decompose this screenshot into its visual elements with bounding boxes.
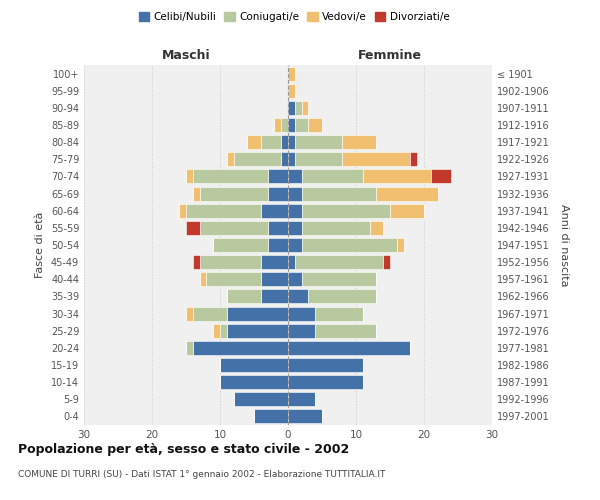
Bar	[274, 118, 281, 132]
Bar	[288, 101, 295, 115]
Text: Femmine: Femmine	[358, 48, 422, 62]
Bar	[206, 272, 261, 286]
Bar	[233, 152, 281, 166]
Bar	[315, 306, 363, 320]
Bar	[200, 255, 261, 269]
Bar	[302, 170, 363, 183]
Bar	[268, 221, 288, 235]
Bar	[288, 221, 302, 235]
Bar	[281, 135, 288, 149]
Bar	[302, 204, 390, 218]
Bar	[288, 341, 410, 355]
Bar	[288, 152, 295, 166]
Bar	[220, 324, 227, 338]
Bar	[288, 118, 295, 132]
Bar	[200, 186, 268, 200]
Bar	[261, 255, 288, 269]
Bar	[295, 118, 308, 132]
Bar	[179, 204, 186, 218]
Bar	[247, 135, 261, 149]
Bar	[268, 170, 288, 183]
Y-axis label: Anni di nascita: Anni di nascita	[559, 204, 569, 286]
Bar	[281, 152, 288, 166]
Bar	[220, 375, 288, 389]
Bar	[186, 221, 200, 235]
Bar	[200, 221, 268, 235]
Bar	[288, 255, 295, 269]
Y-axis label: Fasce di età: Fasce di età	[35, 212, 45, 278]
Bar	[302, 238, 397, 252]
Bar	[390, 204, 424, 218]
Bar	[383, 255, 390, 269]
Bar	[288, 375, 363, 389]
Bar	[268, 186, 288, 200]
Bar	[288, 358, 363, 372]
Bar	[227, 152, 233, 166]
Text: Popolazione per età, sesso e stato civile - 2002: Popolazione per età, sesso e stato civil…	[18, 442, 349, 456]
Bar	[302, 272, 376, 286]
Bar	[220, 358, 288, 372]
Bar	[288, 204, 302, 218]
Bar	[193, 186, 200, 200]
Bar	[193, 170, 268, 183]
Bar	[261, 290, 288, 304]
Bar	[200, 272, 206, 286]
Bar	[288, 272, 302, 286]
Bar	[227, 324, 288, 338]
Bar	[363, 170, 431, 183]
Bar	[213, 324, 220, 338]
Bar	[397, 238, 404, 252]
Bar	[254, 410, 288, 424]
Bar	[288, 324, 315, 338]
Bar	[308, 118, 322, 132]
Bar	[288, 290, 308, 304]
Bar	[288, 84, 295, 98]
Bar	[193, 255, 200, 269]
Bar	[343, 135, 376, 149]
Bar	[288, 186, 302, 200]
Bar	[288, 392, 315, 406]
Bar	[315, 324, 376, 338]
Bar	[193, 306, 227, 320]
Bar	[376, 186, 437, 200]
Bar	[261, 204, 288, 218]
Bar	[268, 238, 288, 252]
Bar	[288, 306, 315, 320]
Bar	[227, 290, 261, 304]
Bar	[308, 290, 376, 304]
Bar	[288, 238, 302, 252]
Bar	[193, 341, 288, 355]
Bar	[233, 392, 288, 406]
Bar	[288, 410, 322, 424]
Bar	[261, 272, 288, 286]
Bar	[281, 118, 288, 132]
Legend: Celibi/Nubili, Coniugati/e, Vedovi/e, Divorziati/e: Celibi/Nubili, Coniugati/e, Vedovi/e, Di…	[134, 8, 454, 26]
Bar	[213, 238, 268, 252]
Text: COMUNE DI TURRI (SU) - Dati ISTAT 1° gennaio 2002 - Elaborazione TUTTITALIA.IT: COMUNE DI TURRI (SU) - Dati ISTAT 1° gen…	[18, 470, 385, 479]
Bar	[295, 152, 343, 166]
Bar	[410, 152, 417, 166]
Bar	[186, 341, 193, 355]
Bar	[295, 101, 302, 115]
Bar	[431, 170, 451, 183]
Bar	[227, 306, 288, 320]
Bar	[343, 152, 410, 166]
Bar	[261, 135, 281, 149]
Bar	[295, 135, 343, 149]
Bar	[186, 170, 193, 183]
Bar	[186, 306, 193, 320]
Bar	[288, 135, 295, 149]
Text: Maschi: Maschi	[161, 48, 211, 62]
Bar	[302, 186, 376, 200]
Bar	[295, 255, 383, 269]
Bar	[288, 170, 302, 183]
Bar	[302, 101, 308, 115]
Bar	[370, 221, 383, 235]
Bar	[186, 204, 261, 218]
Bar	[302, 221, 370, 235]
Bar	[288, 66, 295, 80]
